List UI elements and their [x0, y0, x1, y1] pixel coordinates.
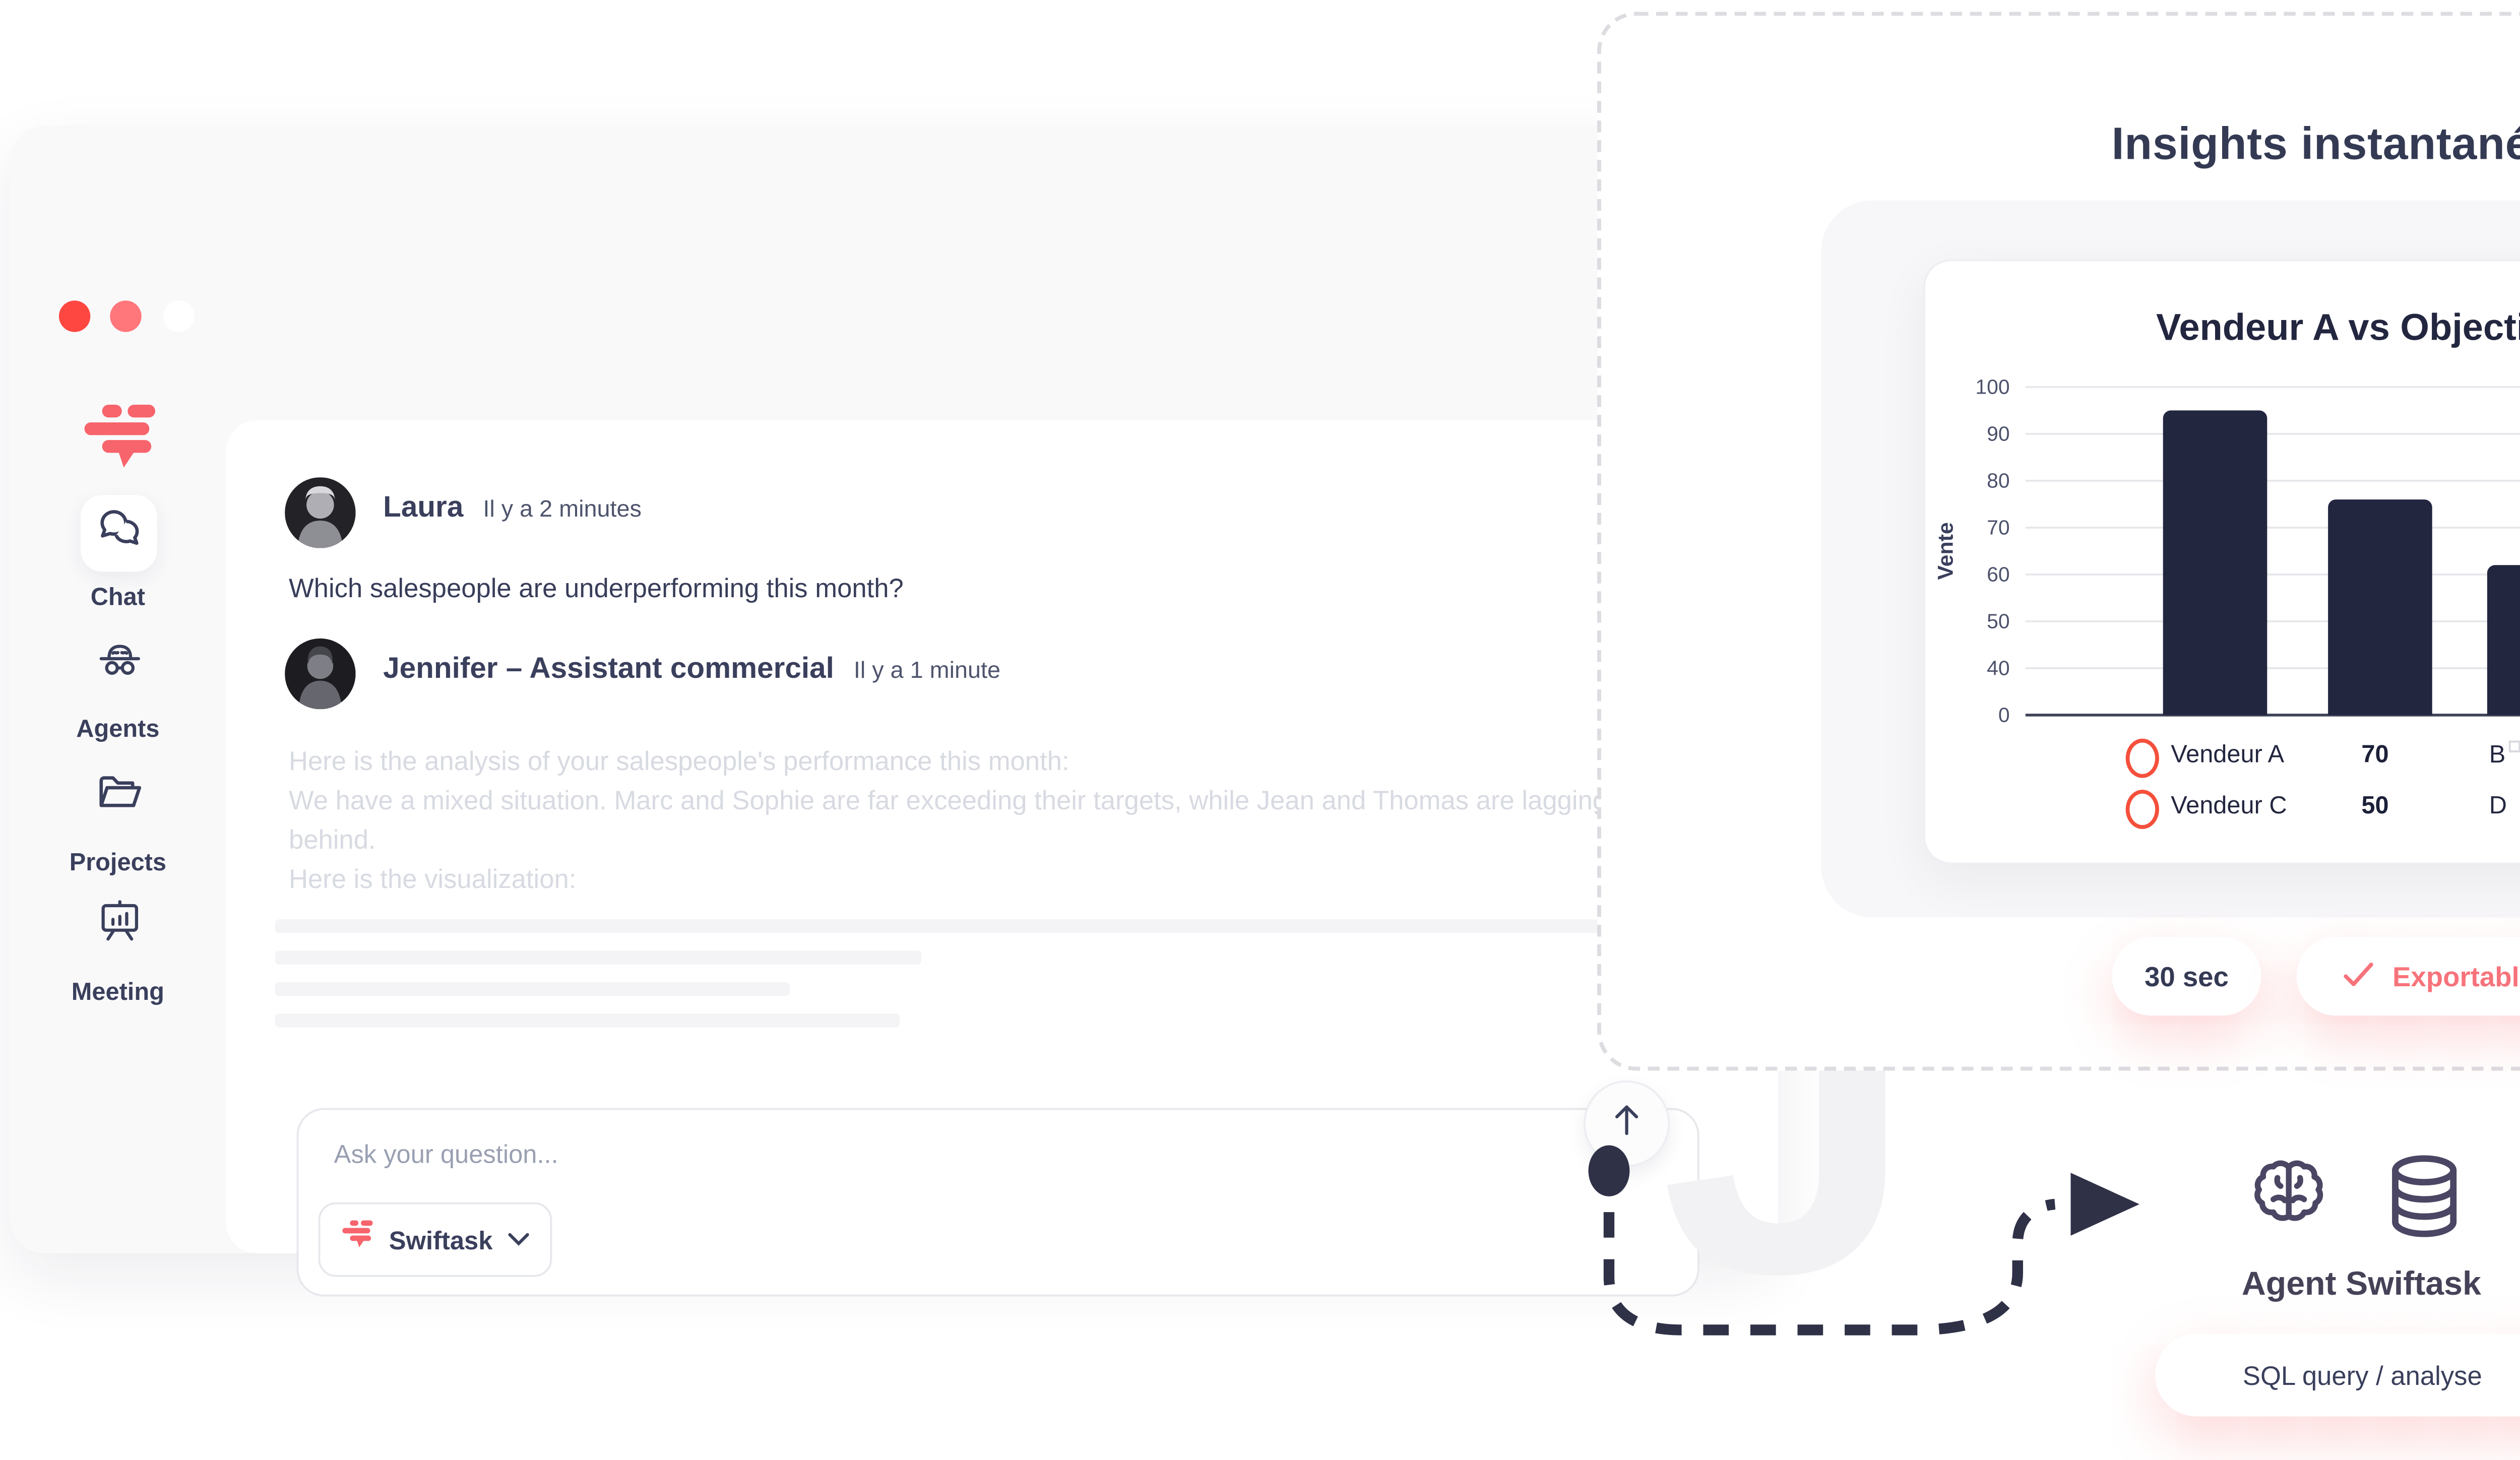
sidebar-item-meeting[interactable] — [83, 890, 157, 965]
message-timestamp: Il y a 1 minute — [853, 656, 1001, 684]
chart-legend: Vendeur A 70 B +12% Vendeur C 50 D 0% — [1925, 737, 2520, 847]
legend-ring-red-icon — [2125, 738, 2159, 778]
chevron-down-icon — [507, 1222, 530, 1257]
badge-export-label: Exportable — [2392, 961, 2520, 992]
model-selector-label: Swiftask — [389, 1225, 493, 1254]
svg-text:90: 90 — [1987, 422, 2010, 446]
folder-open-icon — [94, 767, 145, 824]
chat-bubbles-icon — [95, 507, 143, 560]
svg-text:50: 50 — [1987, 610, 2010, 633]
svg-text:Vente: Vente — [1934, 522, 1958, 580]
check-icon — [2342, 960, 2375, 993]
sidebar-item-chat[interactable] — [80, 495, 157, 572]
assistant-message-body: Here is the analysis of your salespeople… — [289, 742, 1664, 900]
chat-window: Chat Agents — [10, 125, 1778, 1297]
flow-arrow-right — [2514, 1070, 2520, 1267]
message-header: Laura Il y a 2 minutes — [383, 491, 642, 525]
message-text: Which salespeople are underperforming th… — [289, 574, 904, 603]
chart-skeleton-bar — [275, 982, 790, 995]
incognito-agent-icon — [94, 633, 145, 690]
message-line: Here is the analysis of your salespeople… — [289, 746, 1069, 776]
database-icon — [2379, 1148, 2469, 1256]
sidebar-item-agents-label: Agents — [76, 715, 160, 743]
send-button[interactable] — [1583, 1080, 1670, 1167]
svg-text:80: 80 — [1987, 469, 2010, 492]
svg-text:70: 70 — [1987, 516, 2010, 539]
swiftask-logo-small-icon — [340, 1218, 375, 1261]
message-timestamp: Il y a 2 minutes — [483, 495, 642, 523]
agent-icons — [2240, 1151, 2485, 1253]
badge-time-label: 30 sec — [2144, 961, 2229, 992]
legend-value: 50 — [2361, 791, 2389, 819]
chart-title: Vendeur A vs Objectif — [2156, 308, 2520, 350]
badge-time: 30 sec — [2112, 937, 2261, 1016]
arrow-up-icon — [1611, 1101, 1642, 1147]
swiftask-logo-icon — [79, 401, 161, 485]
message-line: behind. — [289, 825, 376, 855]
legend-letter: D — [2489, 791, 2507, 819]
legend-series: Vendeur C — [2171, 791, 2287, 819]
svg-text:40: 40 — [1987, 657, 2010, 680]
message-author: Laura — [383, 491, 464, 525]
legend-row: Vendeur C 50 D 0% — [1925, 788, 2520, 829]
chart-skeleton-bar — [275, 919, 1611, 932]
brain-icon — [2240, 1148, 2338, 1256]
avatar-jennifer — [285, 638, 356, 710]
model-selector[interactable]: Swiftask — [318, 1202, 552, 1277]
sidebar-item-chat-label: Chat — [90, 583, 146, 611]
badge-exportable: Exportable — [2296, 937, 2520, 1016]
sidebar-item-projects[interactable] — [83, 758, 157, 833]
sidebar-item-agents[interactable] — [83, 625, 157, 700]
traffic-light-maximize[interactable] — [163, 300, 195, 332]
traffic-light-minimize[interactable] — [110, 300, 142, 332]
legend-value: 70 — [2361, 740, 2389, 769]
agent-task-pill: SQL query / analyse — [2155, 1334, 2520, 1417]
message-author: Jennifer – Assistant commercial — [383, 652, 834, 686]
legend-row: Vendeur A 70 B +12% — [1925, 737, 2520, 778]
insights-panel: Insights instantanés Vendeur A vs Object… — [1597, 12, 2520, 1071]
legend-letter: B — [2489, 740, 2520, 769]
chart-card: Vendeur A vs Objectif 0 40 50 60 70 80 90 100 Ve… — [1923, 259, 2520, 865]
message-line: We have a mixed situation. Marc and Soph… — [289, 786, 1608, 815]
chart-skeleton-bar — [275, 1013, 900, 1027]
chat-thread: Laura Il y a 2 minutes Which salespeople… — [226, 420, 1778, 1297]
svg-text:100: 100 — [1975, 375, 2009, 399]
bar-chart: 0 40 50 60 70 80 90 100 Vente — [1934, 375, 2520, 727]
legend-series: Vendeur A — [2171, 740, 2285, 769]
message-line: Here is the visualization: — [289, 864, 577, 894]
presentation-chart-icon — [94, 898, 145, 957]
avatar-laura — [285, 477, 356, 548]
traffic-light-close[interactable] — [58, 300, 91, 332]
svg-text:0: 0 — [1998, 704, 2010, 727]
legend-ring-red-icon — [2125, 789, 2159, 829]
svg-text:60: 60 — [1987, 563, 2010, 586]
sidebar-item-meeting-label: Meeting — [71, 978, 164, 1006]
sidebar-item-projects-label: Projects — [69, 848, 167, 876]
panel-title: Insights instantanés — [2111, 117, 2520, 169]
agent-label: Agent Swiftask — [2241, 1265, 2481, 1303]
agent-task-label: SQL query / analyse — [2242, 1360, 2482, 1390]
chart-skeleton-bar — [275, 950, 922, 964]
superscript-square-icon — [2509, 740, 2520, 752]
message-input[interactable] — [330, 1137, 1517, 1171]
message-header: Jennifer – Assistant commercial Il y a 1… — [383, 652, 1000, 685]
message-input-box[interactable]: Swiftask — [296, 1108, 1699, 1297]
